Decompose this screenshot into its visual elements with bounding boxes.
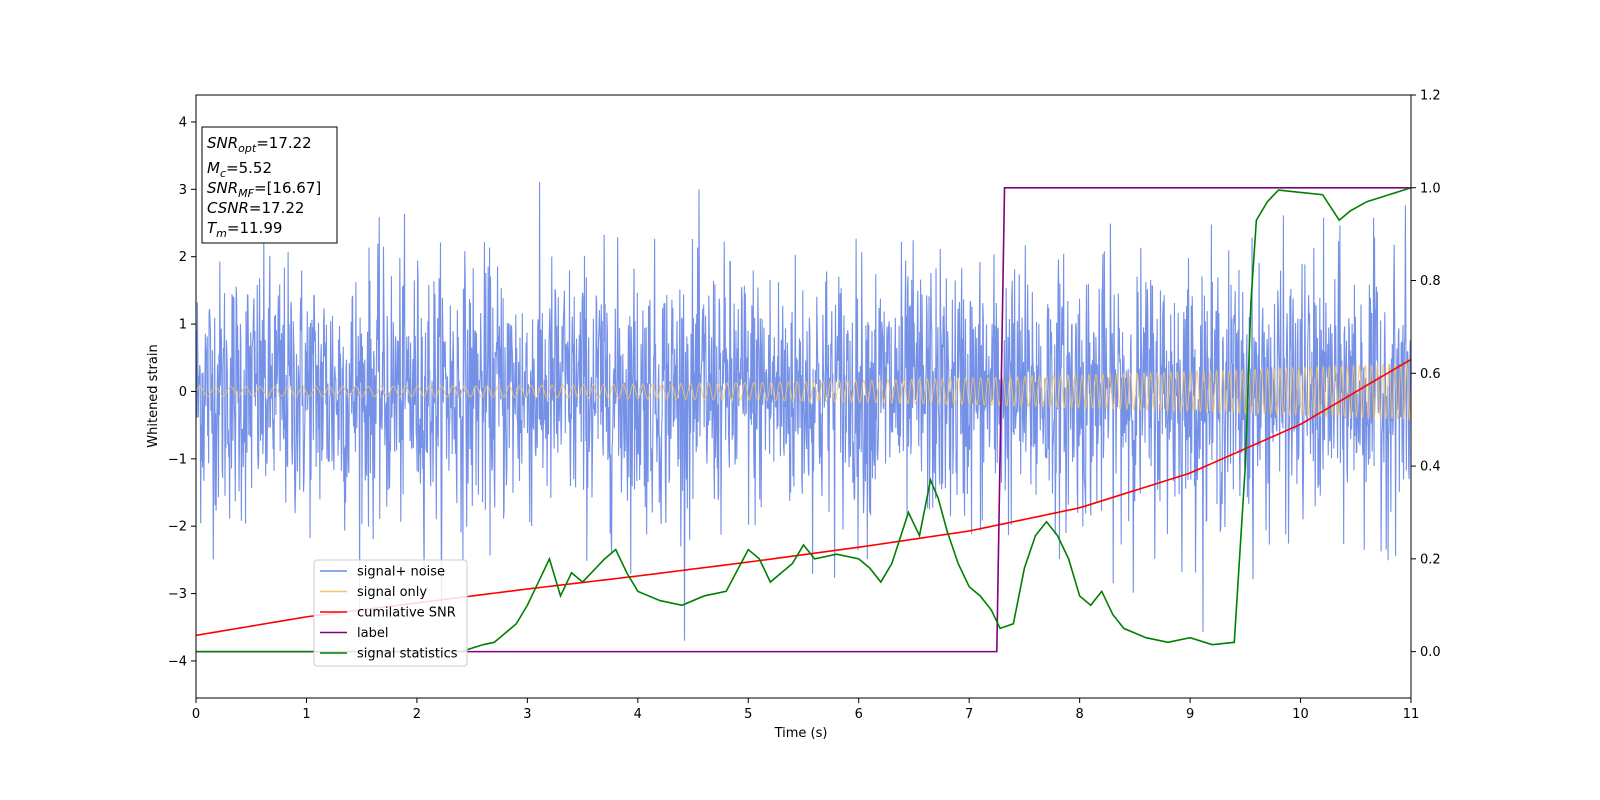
legend-label-cumilative-snr: cumilative SNR [357,606,456,621]
y-tick-label: −3 [168,587,187,602]
y2-tick-label: 0.4 [1420,460,1441,475]
y-tick-label: 4 [179,115,187,130]
y2-tick-label: 0.2 [1420,552,1441,567]
x-axis: 0 1 2 3 4 5 6 7 8 9 10 11 [192,698,1419,722]
y-axis-label: Whitened strain [146,344,161,447]
legend: signal+ noise signal only cumilative SNR la… [313,559,468,667]
series-line-signal-only [196,362,1411,421]
y-axis-right: 0.0 0.2 0.4 0.6 0.8 1.0 1.2 [1411,89,1441,660]
stat-tm: Tm=11.99 [207,219,282,240]
x-tick-label: 9 [1186,707,1194,722]
x-tick-label: 7 [965,707,973,722]
series-line-signal-noise [196,181,1411,641]
series-line-label [196,186,1411,653]
x-tick-label: 11 [1403,707,1420,722]
y-tick-label: 0 [179,385,187,400]
stat-mc: Mc=5.52 [207,159,272,180]
y2-tick-label: 0.8 [1420,274,1441,289]
stat-snr-opt: SNRopt=17.22 [207,134,312,155]
y-tick-label: −4 [168,654,187,669]
y-axis-left: 4 3 2 1 0 −1 −2 −3 −4 [168,115,196,669]
y-tick-label: 3 [179,183,187,198]
plot-frame [195,94,1412,699]
x-tick-label: 0 [192,707,200,722]
y-tick-label: −1 [168,452,187,467]
x-tick-label: 6 [855,707,863,722]
x-tick-label: 5 [744,707,752,722]
stat-csnr: CSNR=17.22 [207,199,304,217]
x-tick-label: 3 [523,707,531,722]
stat-snr-mf: SNRMF=[16.67] [207,179,321,200]
y-tick-label: 2 [179,250,187,265]
y-tick-label: −2 [168,520,187,535]
y2-tick-label: 1.2 [1420,89,1441,104]
x-tick-label: 10 [1292,707,1309,722]
x-tick-label: 1 [302,707,310,722]
legend-label-signal-only: signal only [357,585,427,600]
legend-label-signal-noise: signal+ noise [357,565,445,580]
x-axis-label: Time (s) [774,726,828,741]
legend-label-signal-statistics: signal statistics [357,647,458,662]
x-tick-label: 8 [1075,707,1083,722]
x-tick-label: 4 [634,707,642,722]
y-tick-label: 1 [179,318,187,333]
stats-box: SNRopt=17.22 Mc=5.52 SNRMF=[16.67] CSNR=… [201,126,338,244]
legend-label-label: label [357,626,388,641]
y2-tick-label: 1.0 [1420,181,1441,196]
y2-tick-label: 0.0 [1420,645,1441,660]
x-tick-label: 2 [413,707,421,722]
y2-tick-label: 0.6 [1420,367,1441,382]
series-line-signal-statistics [196,187,1411,653]
